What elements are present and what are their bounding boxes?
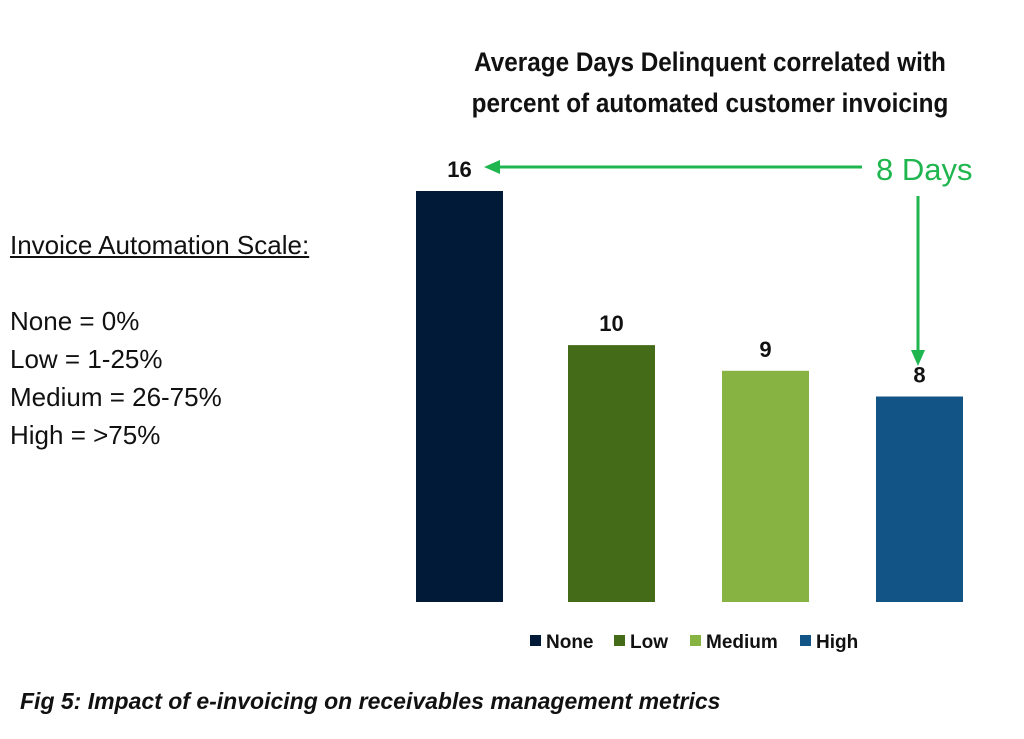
figure-caption: Fig 5: Impact of e-invoicing on receivab… bbox=[20, 688, 721, 714]
scale-heading: Invoice Automation Scale: bbox=[10, 230, 310, 260]
bar-low bbox=[568, 345, 655, 602]
data-label: 10 bbox=[599, 311, 623, 336]
chart-title: Average Days Delinquent correlated with … bbox=[431, 42, 989, 124]
arrowhead-down-icon bbox=[911, 350, 925, 366]
title-line-2: percent of automated customer invoicing bbox=[471, 88, 949, 118]
legend-swatch bbox=[800, 635, 811, 646]
scale-item: None = 0% bbox=[10, 306, 140, 336]
legend-label: Low bbox=[630, 632, 668, 653]
bar-medium bbox=[722, 370, 809, 602]
scale-item: Medium = 26-75% bbox=[10, 382, 222, 412]
legend-swatch bbox=[530, 635, 541, 646]
scale-item: Low = 1-25% bbox=[10, 344, 163, 374]
automation-scale-legend: Invoice Automation Scale: None = 0% Low … bbox=[10, 226, 309, 454]
annotation-8-days: 8 Days bbox=[876, 152, 972, 187]
scale-item: High = >75% bbox=[10, 420, 161, 450]
bar-high bbox=[876, 396, 963, 602]
legend-label: High bbox=[816, 632, 858, 653]
legend-swatch bbox=[614, 635, 625, 646]
arrowhead-left-icon bbox=[484, 160, 500, 174]
legend-label: None bbox=[546, 632, 594, 653]
legend-swatch bbox=[690, 635, 701, 646]
legend-label: Medium bbox=[706, 632, 778, 653]
bar-none bbox=[416, 191, 503, 602]
title-line-1: Average Days Delinquent correlated with bbox=[474, 47, 946, 77]
data-label: 9 bbox=[759, 337, 771, 362]
data-label: 8 bbox=[913, 363, 925, 388]
data-label: 16 bbox=[447, 157, 471, 182]
